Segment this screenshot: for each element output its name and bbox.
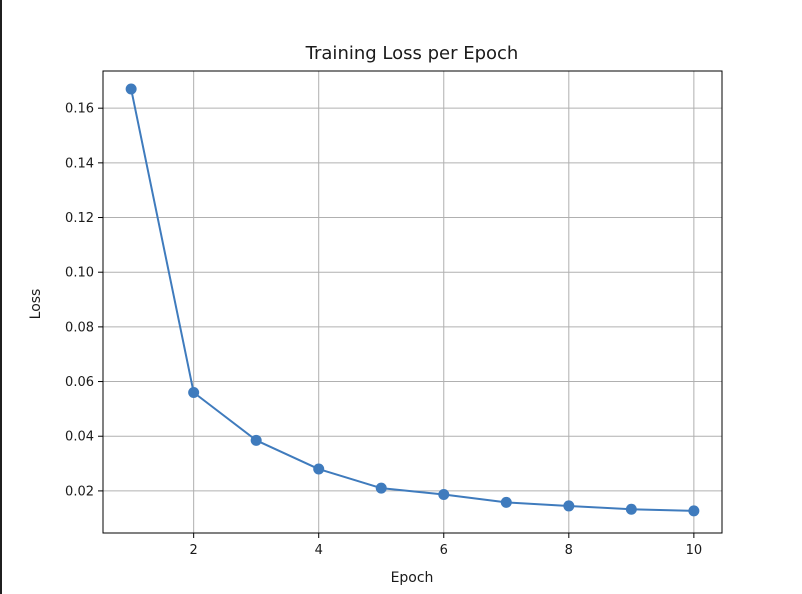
x-tick-label: 8 (565, 543, 573, 558)
loss-point (438, 488, 450, 500)
y-tick-label: 0.08 (65, 320, 94, 335)
y-tick-label: 0.04 (65, 430, 94, 445)
loss-point (188, 386, 200, 398)
x-tick-label: 2 (190, 543, 198, 558)
grid-lines (103, 71, 722, 533)
loss-point (688, 505, 700, 517)
x-tick-label: 10 (686, 543, 703, 558)
loss-point (500, 496, 512, 508)
y-tick-label: 0.14 (65, 156, 94, 171)
y-axis-ticks: 0.02 0.04 0.06 0.08 0.10 0.12 0.14 0.16 (65, 102, 103, 499)
x-tick-label: 6 (440, 543, 448, 558)
axes-frame (102, 70, 723, 534)
y-tick-label: 0.12 (65, 211, 94, 226)
loss-point (313, 463, 325, 475)
chart-title: Training Loss per Epoch (305, 43, 519, 64)
x-axis-ticks: 2 4 6 8 10 (190, 533, 703, 558)
loss-series-line (130, 88, 694, 512)
y-axis-title: Loss (28, 289, 44, 320)
loss-point (375, 482, 387, 494)
loss-point (125, 83, 137, 95)
loss-point (563, 500, 575, 512)
x-tick-label: 4 (315, 543, 323, 558)
y-tick-label: 0.02 (65, 484, 94, 499)
y-tick-label: 0.16 (65, 102, 94, 117)
x-axis-title: Epoch (391, 570, 434, 586)
y-tick-label: 0.06 (65, 375, 94, 390)
plot-area (102, 70, 723, 534)
loss-point (250, 434, 262, 446)
y-tick-label: 0.10 (65, 266, 94, 281)
loss-point (625, 503, 637, 515)
